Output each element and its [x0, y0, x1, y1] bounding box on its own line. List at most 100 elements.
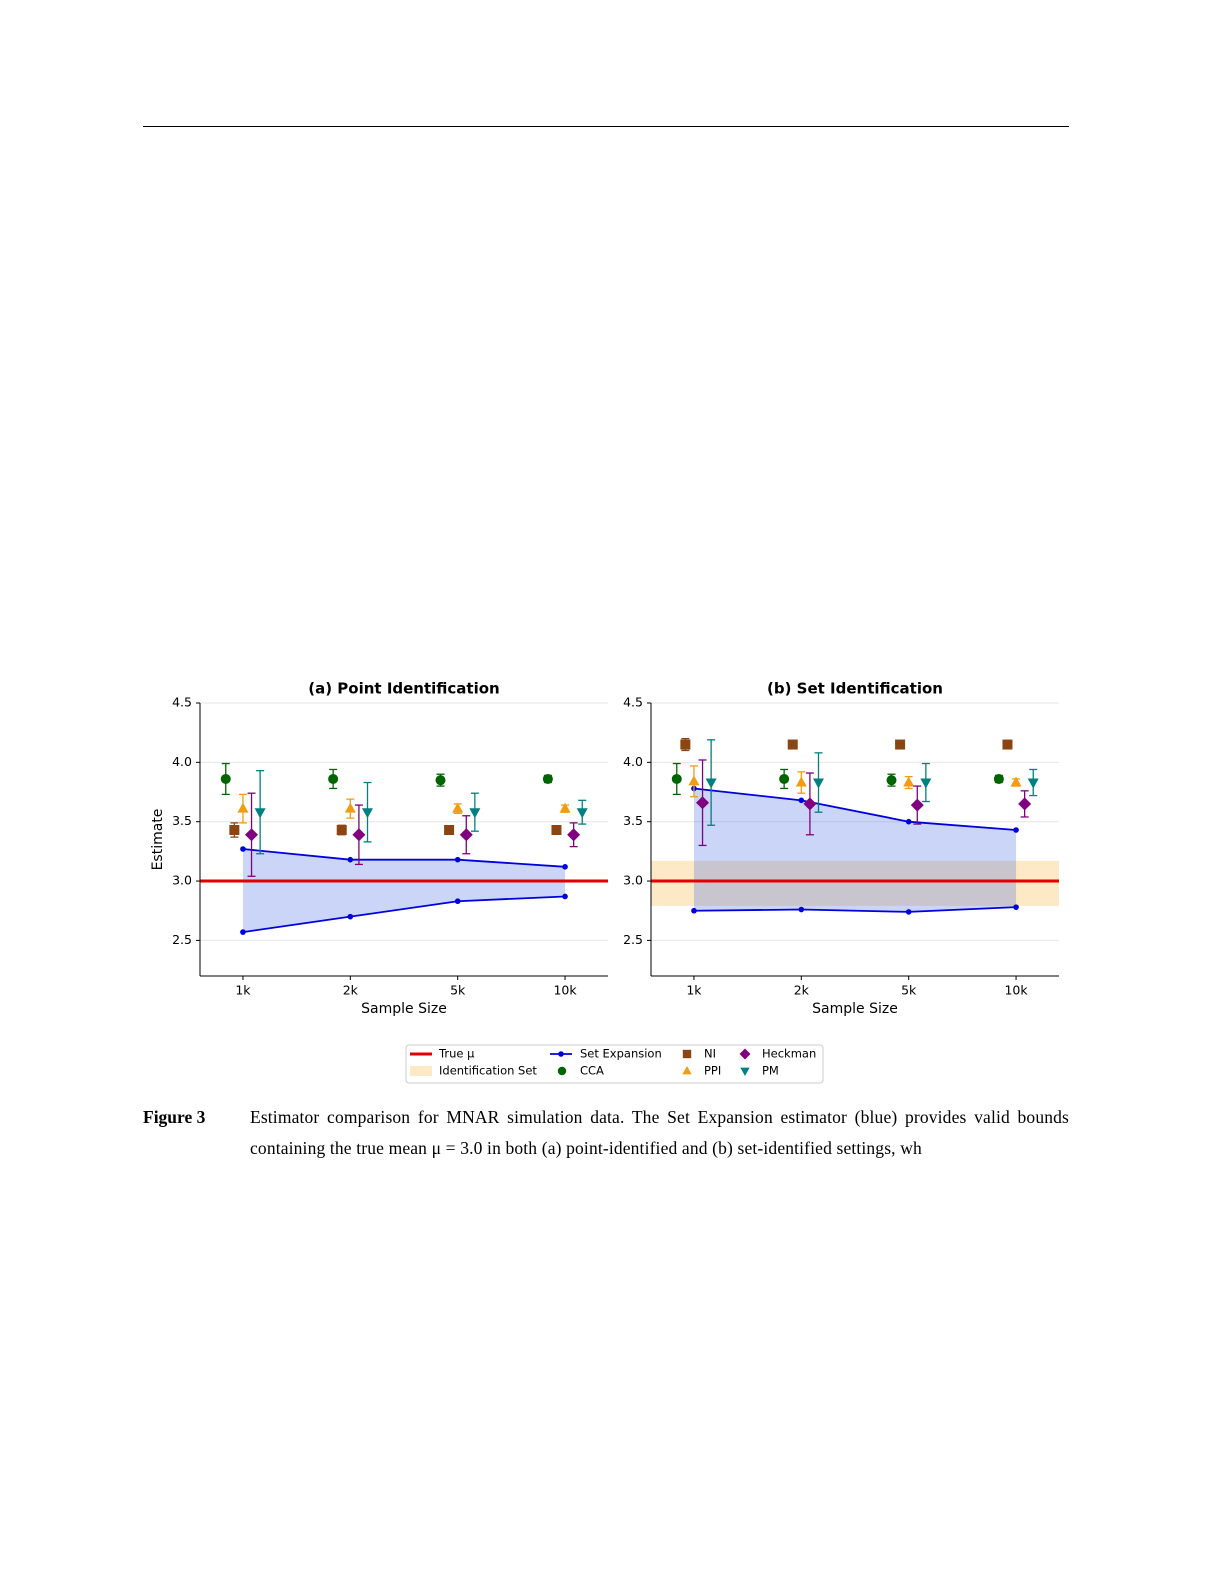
marker: [237, 802, 249, 813]
marker: [1027, 778, 1039, 789]
y-tick-label: 2.5: [172, 932, 192, 947]
legend-swatch: [557, 1066, 567, 1076]
marker: [344, 802, 356, 813]
marker: [254, 808, 266, 819]
marker: [812, 778, 824, 789]
set-expansion-point: [1013, 904, 1019, 910]
marker: [1010, 776, 1022, 787]
legend-swatch: [739, 1048, 751, 1060]
marker: [559, 802, 571, 813]
legend-label: Heckman: [762, 1047, 816, 1061]
y-tick-label: 3.5: [172, 813, 192, 828]
set-expansion-point: [562, 864, 568, 870]
set-expansion-point: [347, 913, 354, 920]
legend-swatch: [682, 1049, 692, 1059]
chart-title: (b) Set Identification: [767, 680, 943, 698]
legend-swatch: [558, 1051, 564, 1057]
marker: [220, 773, 231, 784]
x-axis-label: Sample Size: [812, 1001, 898, 1017]
legend-box: [405, 1044, 824, 1084]
marker: [903, 776, 915, 787]
set-expansion-line: [242, 848, 566, 868]
set-expansion-point: [905, 909, 912, 915]
legend-label: PM: [762, 1064, 779, 1078]
y-tick-label: 4.5: [623, 695, 643, 710]
x-tick-label: 2k: [343, 983, 359, 998]
marker: [469, 808, 481, 819]
marker: [920, 778, 932, 789]
set-expansion-point: [562, 893, 568, 900]
x-tick-label: 5k: [450, 983, 466, 998]
x-axis-label: Sample Size: [361, 1001, 447, 1017]
set-expansion-point: [798, 906, 805, 913]
set-expansion-area: [242, 848, 566, 933]
caption-label: Figure 3: [143, 1107, 206, 1127]
legend-label: Set Expansion: [580, 1047, 662, 1061]
caption: Figure 3 Estimator comparison for MNAR s…: [143, 1102, 1069, 1163]
marker: [444, 825, 455, 836]
legend-label: PPI: [704, 1064, 721, 1078]
marker: [779, 773, 790, 784]
x-tick-label: 1k: [235, 983, 251, 998]
marker: [361, 808, 373, 819]
identification-band: [651, 860, 1059, 906]
set-expansion-point: [798, 797, 805, 804]
y-tick-label: 3.0: [623, 873, 643, 888]
y-tick-label: 4.0: [172, 754, 192, 769]
legend-label: NI: [704, 1047, 716, 1061]
marker: [459, 828, 473, 842]
chart-title: (a) Point Identification: [308, 680, 499, 698]
marker: [803, 797, 817, 811]
marker: [680, 739, 691, 750]
set-expansion-point: [347, 856, 354, 863]
marker: [452, 802, 464, 813]
marker: [705, 778, 717, 789]
legend-swatch: [682, 1065, 692, 1075]
set-expansion-line: [242, 895, 566, 933]
marker: [567, 828, 581, 842]
header-rule: [143, 126, 1069, 127]
marker: [1002, 739, 1013, 750]
marker: [435, 775, 446, 786]
set-expansion-point: [240, 846, 246, 852]
set-expansion-point: [905, 818, 912, 825]
y-tick-label: 3.5: [623, 813, 643, 828]
y-tick-label: 4.5: [172, 695, 192, 710]
marker: [895, 739, 906, 750]
marker: [1018, 797, 1032, 811]
set-expansion-point: [454, 898, 461, 905]
marker: [245, 828, 259, 842]
y-tick-label: 3.0: [172, 873, 192, 888]
set-expansion-point: [1013, 827, 1019, 833]
marker: [542, 773, 553, 784]
marker: [576, 808, 588, 819]
x-tick-label: 2k: [794, 983, 810, 998]
caption-text: Estimator comparison for MNAR simulation…: [250, 1107, 1069, 1158]
marker: [787, 739, 798, 750]
legend-label: True μ: [438, 1047, 475, 1061]
marker: [551, 825, 562, 836]
marker: [696, 796, 710, 810]
marker: [336, 825, 347, 836]
set-expansion-point: [691, 907, 697, 914]
marker: [795, 776, 807, 787]
marker: [352, 828, 366, 842]
marker: [229, 825, 240, 836]
y-axis-label: Estimate: [150, 809, 166, 871]
set-expansion-area: [693, 788, 1017, 912]
marker: [886, 775, 897, 786]
set-expansion-point: [454, 856, 461, 863]
set-expansion-line: [693, 906, 1017, 913]
marker: [993, 773, 1004, 784]
marker: [328, 773, 339, 784]
x-tick-label: 10k: [1004, 983, 1028, 998]
legend-swatch: [740, 1067, 750, 1077]
x-tick-label: 5k: [901, 983, 917, 998]
legend-label: CCA: [580, 1064, 604, 1078]
legend-swatch: [410, 1066, 432, 1076]
set-expansion-line: [693, 787, 1017, 831]
set-expansion-point: [240, 929, 246, 935]
x-tick-label: 10k: [553, 983, 577, 998]
x-tick-label: 1k: [686, 983, 702, 998]
